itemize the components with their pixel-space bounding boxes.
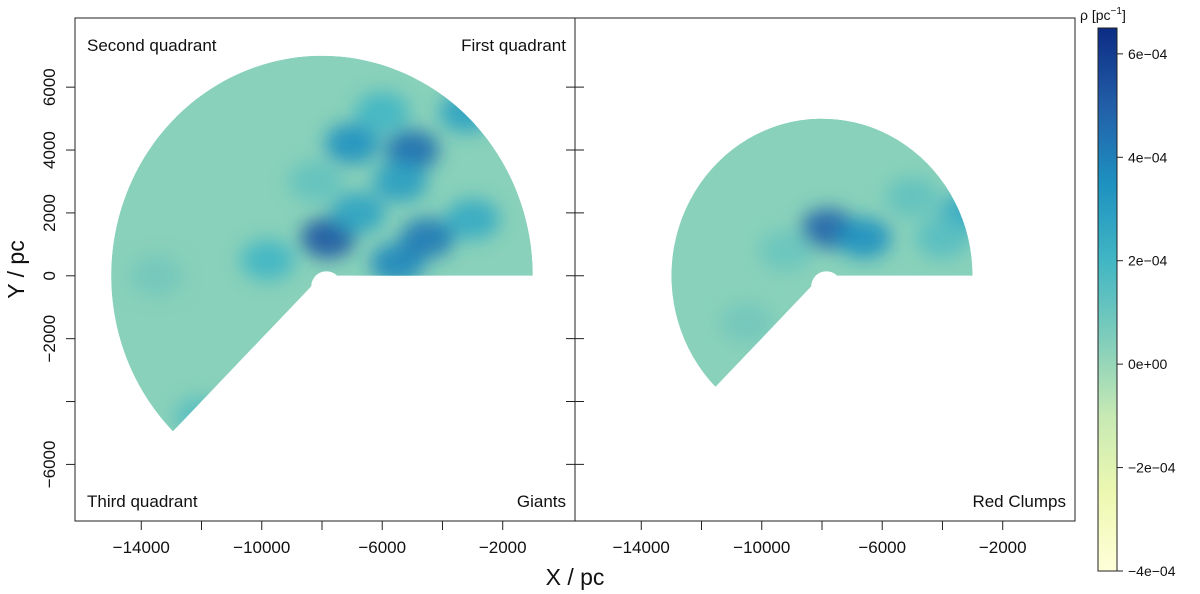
- density-blob: [758, 230, 813, 272]
- y-tick-label: 4000: [40, 131, 59, 169]
- density-wedge-giants: [111, 55, 533, 432]
- colorbar-tick-label: 6e−04: [1128, 46, 1168, 62]
- x-tick-label: −2000: [479, 538, 527, 557]
- density-blob: [129, 255, 184, 297]
- y-tick-label: −2000: [40, 315, 59, 363]
- density-blob: [240, 239, 295, 281]
- density-blob: [385, 129, 440, 171]
- colorbar-tick-label: 0e+00: [1128, 356, 1168, 372]
- colorbar-title: ρ [pc−1]: [1080, 6, 1126, 23]
- density-blob: [174, 396, 229, 432]
- y-tick-label: 6000: [40, 68, 59, 106]
- density-blob: [885, 176, 940, 218]
- density-blob: [445, 198, 500, 240]
- y-tick-label: 0: [40, 271, 59, 280]
- density-blob: [719, 302, 774, 344]
- density-blob: [439, 91, 494, 133]
- colorbar-tick-label: 2e−04: [1128, 253, 1168, 269]
- x-axis-label: X / pc: [546, 564, 605, 590]
- corner-label-top-left: Second quadrant: [87, 36, 217, 55]
- y-tick-label: 2000: [40, 194, 59, 232]
- corner-label-top-right: First quadrant: [461, 36, 566, 55]
- colorbar: [1097, 27, 1118, 572]
- density-blob: [400, 217, 455, 259]
- x-tick-label: −6000: [358, 538, 406, 557]
- density-blob: [331, 192, 386, 234]
- x-tick-label: −14000: [613, 538, 670, 557]
- x-tick-label: −2000: [979, 538, 1027, 557]
- y-axis-label: Y / pc: [3, 240, 29, 298]
- density-blob: [325, 123, 380, 165]
- x-tick-label: −10000: [233, 538, 290, 557]
- corner-label-bottom-right: Giants: [517, 492, 566, 511]
- density-blob: [288, 161, 344, 202]
- density-blob: [373, 161, 428, 202]
- corner-label-bottom-left: Third quadrant: [87, 492, 198, 511]
- colorbar-tick-label: −2e−04: [1128, 460, 1176, 476]
- colorbar-tick-label: −4e−04: [1128, 563, 1176, 579]
- x-tick-label: −10000: [733, 538, 790, 557]
- density-blob: [837, 217, 892, 259]
- corner-label-bottom-right: Red Clumps: [972, 492, 1066, 511]
- density-blob: [915, 217, 970, 259]
- x-tick-label: −6000: [858, 538, 906, 557]
- density-blob: [355, 91, 410, 133]
- density-wedge-red-clumps: [671, 118, 973, 387]
- colorbar-tick-label: 4e−04: [1128, 149, 1168, 165]
- y-tick-label: −6000: [40, 441, 59, 489]
- x-tick-label: −14000: [113, 538, 170, 557]
